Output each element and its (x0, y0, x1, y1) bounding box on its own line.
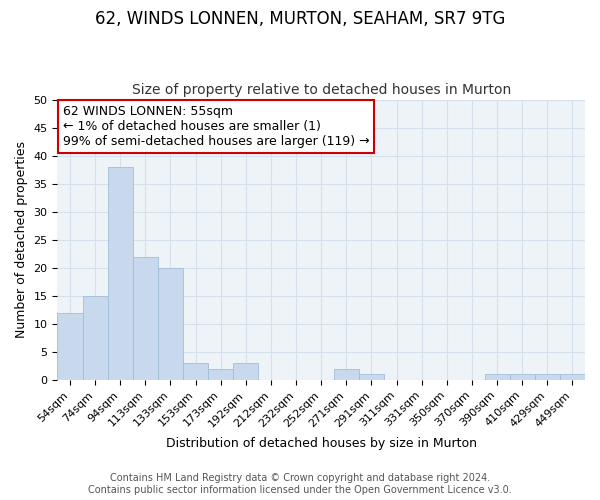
Text: Contains HM Land Registry data © Crown copyright and database right 2024.
Contai: Contains HM Land Registry data © Crown c… (88, 474, 512, 495)
Bar (58, 312, 83, 380)
Bar (334, 368, 359, 380)
Bar (83, 296, 107, 380)
Bar (208, 368, 233, 380)
Text: 62 WINDS LONNEN: 55sqm
← 1% of detached houses are smaller (1)
99% of semi-detac: 62 WINDS LONNEN: 55sqm ← 1% of detached … (62, 105, 370, 148)
Bar (359, 374, 384, 380)
Bar (485, 374, 509, 380)
Bar (535, 374, 560, 380)
Text: 62, WINDS LONNEN, MURTON, SEAHAM, SR7 9TG: 62, WINDS LONNEN, MURTON, SEAHAM, SR7 9T… (95, 10, 505, 28)
Bar (560, 374, 585, 380)
X-axis label: Distribution of detached houses by size in Murton: Distribution of detached houses by size … (166, 437, 477, 450)
Bar (183, 363, 208, 380)
Y-axis label: Number of detached properties: Number of detached properties (15, 142, 28, 338)
Bar (158, 268, 183, 380)
Bar (107, 167, 133, 380)
Bar (133, 256, 158, 380)
Bar (509, 374, 535, 380)
Bar (233, 363, 259, 380)
Title: Size of property relative to detached houses in Murton: Size of property relative to detached ho… (131, 83, 511, 97)
